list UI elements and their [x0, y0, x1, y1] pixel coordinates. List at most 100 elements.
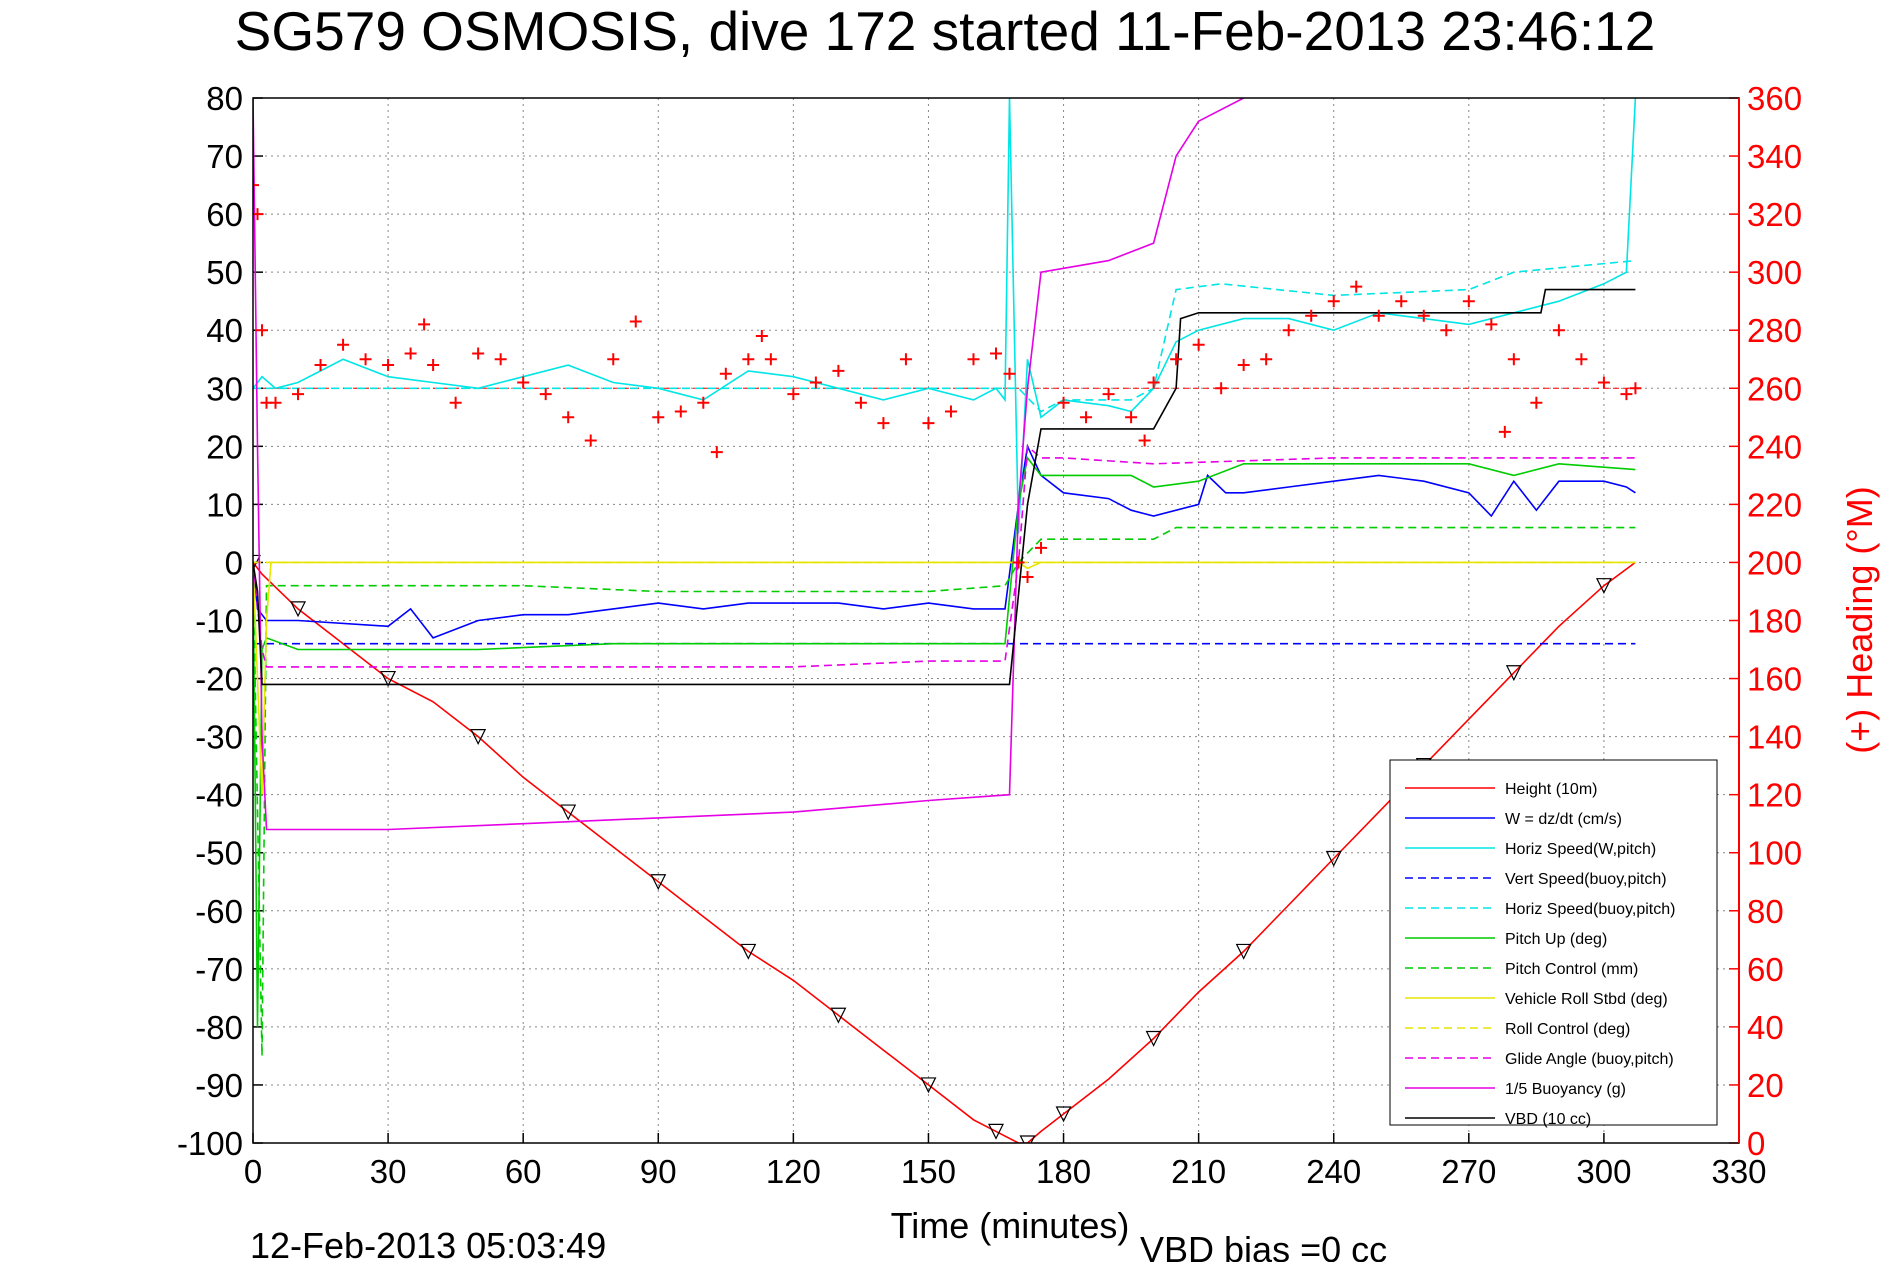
left-tick-label: 60 [206, 196, 243, 233]
heading-marker [449, 396, 462, 409]
x-tick-label: 300 [1576, 1153, 1631, 1190]
heading-marker [256, 324, 269, 337]
left-tick-label: 10 [206, 486, 243, 523]
heading-marker [1170, 353, 1183, 366]
series-line-2 [253, 98, 1637, 534]
height-marker [470, 729, 487, 745]
legend-label: Vehicle Roll Stbd (deg) [1505, 991, 1668, 1008]
x-tick-label: 270 [1441, 1153, 1496, 1190]
heading-marker [1327, 295, 1340, 308]
heading-marker [755, 330, 768, 343]
heading-marker [1147, 376, 1160, 389]
heading-marker [1237, 359, 1250, 372]
x-tick-label: 180 [1036, 1153, 1091, 1190]
series-line-1 [253, 443, 1636, 639]
heading-marker [854, 396, 867, 409]
heading-marker [1462, 295, 1475, 308]
height-marker [920, 1077, 937, 1094]
series-line-5 [253, 456, 1636, 1027]
right-tick-label: 0 [1747, 1125, 1765, 1162]
heading-marker [1138, 434, 1151, 447]
right-tick-label: 80 [1747, 893, 1784, 930]
height-marker [560, 804, 577, 821]
heading-marker [719, 367, 732, 380]
right-tick-label: 100 [1747, 835, 1802, 872]
legend-label: Height (10m) [1505, 781, 1597, 798]
right-tick-label: 320 [1747, 196, 1802, 233]
heading-marker [922, 417, 935, 430]
heading-marker [1507, 353, 1520, 366]
left-tick-label: 50 [206, 254, 243, 291]
heading-marker [1102, 388, 1115, 401]
height-marker [1325, 850, 1342, 867]
legend-label: Glide Angle (buoy,pitch) [1505, 1051, 1674, 1068]
x-tick-label: 330 [1711, 1153, 1766, 1190]
height-marker [740, 943, 757, 960]
right-tick-label: 300 [1747, 254, 1802, 291]
right-tick-label: 20 [1747, 1067, 1784, 1104]
heading-marker [1282, 324, 1295, 337]
right-tick-label: 280 [1747, 312, 1802, 349]
left-tick-label: -30 [195, 719, 243, 756]
legend-label: Horiz Speed(buoy,pitch) [1505, 901, 1675, 918]
heading-marker [607, 353, 620, 366]
legend-label: Pitch Control (mm) [1505, 961, 1638, 978]
right-tick-label: 220 [1747, 486, 1802, 523]
heading-marker [787, 388, 800, 401]
right-axis-ticks: 3603403203002802602402202001801601401201… [1729, 80, 1802, 1162]
heading-marker [674, 405, 687, 418]
heading-marker [1035, 541, 1048, 554]
heading-marker [990, 347, 1002, 360]
series-line-4 [253, 259, 1636, 413]
heading-marker [1003, 367, 1016, 380]
legend-label: Vert Speed(buoy,pitch) [1505, 871, 1667, 888]
heading-marker [253, 179, 259, 192]
heading-marker [1530, 396, 1543, 409]
heading-marker [269, 396, 282, 409]
heading-marker [584, 434, 597, 447]
heading-marker [418, 318, 431, 331]
height-marker [1505, 665, 1522, 682]
heading-marker [832, 364, 845, 377]
legend-label: Roll Control (deg) [1505, 1021, 1630, 1038]
heading-marker [1012, 556, 1025, 569]
height-marker [1235, 943, 1252, 960]
footer-timestamp: 12-Feb-2013 05:03:49 [250, 1225, 606, 1262]
x-tick-label: 120 [766, 1153, 821, 1190]
heading-marker [742, 353, 755, 366]
heading-marker [1395, 295, 1408, 308]
right-tick-label: 340 [1747, 138, 1802, 175]
right-tick-label: 260 [1747, 370, 1802, 407]
left-tick-label: -70 [195, 951, 243, 988]
left-tick-label: -60 [195, 893, 243, 930]
left-axis-ticks: 80 70 60 50 40 30 20 10 0 -10 -20 -30 -40 -50 -60 -70 -8… [177, 80, 263, 1162]
heading-marker [710, 446, 723, 459]
right-tick-label: 40 [1747, 1009, 1784, 1046]
legend: Height (10m) W = dz/dt (cm/s) Horiz Speed(… [1389, 759, 1718, 1128]
heading-marker [1629, 382, 1642, 395]
right-tick-label: 180 [1747, 603, 1802, 640]
heading-marker [1498, 425, 1511, 438]
heading-marker [1575, 353, 1588, 366]
right-tick-label: 60 [1747, 951, 1784, 988]
series-layer [253, 98, 1642, 1143]
heading-marker [1440, 324, 1453, 337]
heading-marker [1080, 411, 1093, 424]
right-tick-label: 360 [1747, 80, 1802, 117]
series-line-6 [253, 526, 1636, 1056]
right-tick-label: 240 [1747, 428, 1802, 465]
legend-label: Pitch Up (deg) [1505, 931, 1607, 948]
legend-label: W = dz/dt (cm/s) [1505, 811, 1622, 828]
height-marker [290, 601, 307, 618]
vbd-bias-label: VBD bias =0 cc [1140, 1229, 1387, 1262]
right-axis-label: (+) Heading (°M) [1839, 486, 1880, 753]
left-tick-label: 70 [206, 138, 243, 175]
x-axis-label: Time (minutes) [891, 1205, 1130, 1246]
heading-marker [427, 359, 440, 372]
heading-marker [1597, 376, 1610, 389]
heading-marker [494, 353, 507, 366]
x-tick-label: 90 [640, 1153, 677, 1190]
right-tick-label: 200 [1747, 544, 1802, 581]
x-tick-label: 60 [505, 1153, 542, 1190]
heading-marker [1350, 280, 1363, 293]
